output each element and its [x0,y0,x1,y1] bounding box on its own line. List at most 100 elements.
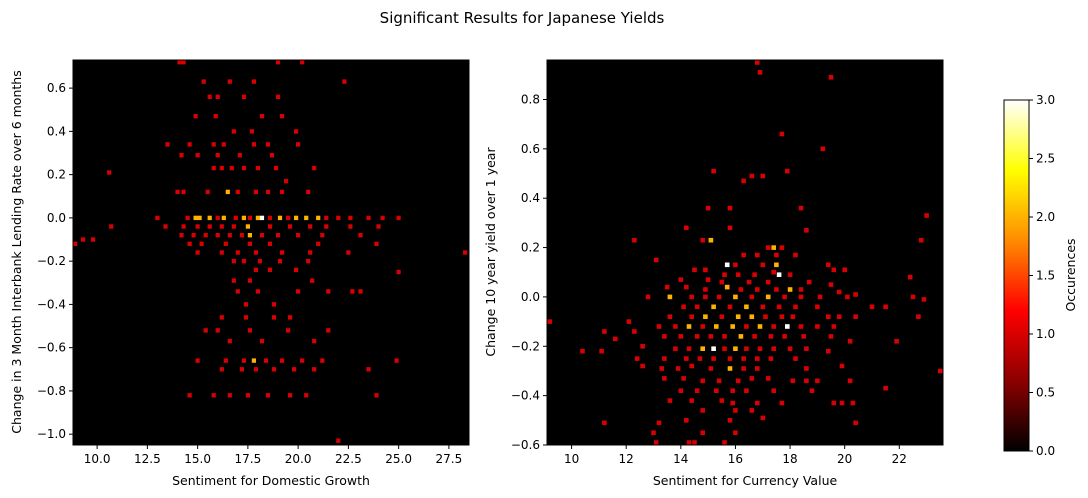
heatmap-cell [259,114,265,119]
heatmap-cell [265,189,271,195]
heatmap-cell [284,178,289,184]
heatmap-cell [312,165,317,171]
heatmap-cell [798,205,804,211]
heatmap-cell [253,189,258,195]
heatmap-cell [181,224,186,229]
heatmap-cell [193,215,198,221]
plot-area-right [547,60,943,445]
heatmap-cell [233,215,238,221]
heatmap-cell [280,189,285,195]
heatmap-cell [109,224,114,229]
heatmap-cell [207,215,212,221]
heatmap-cell [175,189,180,195]
x-tick-label: 22.5 [335,452,362,466]
x-ticks-left: 10.0 12.5 15.0 17.5 20.0 22.5 25.0 27.5 [84,445,462,466]
heatmap-cell [776,304,782,310]
heatmap-cell [779,314,785,319]
colorbar-tick-label: 0.5 [1036,386,1055,400]
heatmap-cell [694,334,700,339]
heatmap-cell [288,315,293,320]
heatmap-cell [396,269,401,275]
heatmap-cell [785,168,790,174]
heatmap-cell [462,250,468,255]
heatmap-cell [831,400,837,406]
heatmap-cell [831,324,837,329]
heatmap-cell [760,262,766,268]
y-tick-label: −0.6 [37,341,66,355]
heatmap-cell [741,252,746,258]
heatmap-cell [692,440,697,445]
cells-left [73,60,468,443]
heatmap-cell [346,250,351,255]
heatmap-cell [689,314,694,319]
heatmap-cell [247,328,252,333]
heatmap-cell [749,294,755,300]
heatmap-cell [806,279,812,285]
colorbar-tick-label: 2.0 [1036,210,1055,224]
heatmap-cell [722,440,727,445]
heatmap-cell [711,168,716,174]
heatmap-cell [653,257,659,263]
heatmap-cell [705,205,711,211]
heatmap-cell [787,346,793,351]
heatmap-cell [396,215,401,221]
heatmap-cell [744,304,749,310]
heatmap-cell [350,289,355,294]
heatmap-cell [253,250,258,255]
heatmap-cell [700,378,705,384]
heatmap-cell [193,114,198,119]
heatmap-cell [265,142,271,147]
heatmap-cell [259,339,265,344]
heatmap-cell [760,415,766,421]
heatmap-cell [247,215,252,221]
heatmap-cell [938,368,943,374]
y-tick-label: −1.0 [37,427,66,441]
heatmap-cell [267,215,273,221]
heatmap-cell [798,324,804,329]
heatmap-cell [757,70,763,75]
y-tick-label: 0.0 [47,211,66,225]
heatmap-cell [247,278,252,283]
heatmap-cell [215,215,220,221]
heatmap-cell [294,267,299,272]
heatmap-cell [733,346,738,351]
heatmap-cell [845,294,850,300]
heatmap-cell [599,348,604,354]
heatmap-cell [678,334,684,339]
heatmap-cell [776,272,782,277]
y-axis-label-left: Change in 3 Month Interbank Lending Rate… [9,70,24,433]
heatmap-cell [703,294,708,300]
heatmap-cell [708,366,714,371]
heatmap-cell [271,367,277,372]
heatmap-cell [179,233,184,238]
heatmap-cell [730,388,735,393]
heatmap-cell [664,284,670,290]
heatmap-cell [219,315,224,320]
heatmap-cell [306,259,311,264]
heatmap-cell [640,363,645,369]
heatmap-cell [187,142,192,147]
x-ticks-right: 10 12 14 16 18 20 22 [564,445,907,466]
heatmap-cell [263,358,269,363]
heatmap-cell [181,60,186,65]
x-tick-label: 25.0 [385,452,412,466]
heatmap-cell [684,284,689,290]
heatmap-cell [247,233,252,238]
heatmap-cell [716,378,722,384]
heatmap-cell [300,358,305,363]
heatmap-cell [921,297,927,302]
heatmap-cell [700,408,705,413]
heatmap-cell [749,376,755,381]
heatmap-cell [722,272,727,277]
heatmap-cell [828,75,834,80]
heatmap-cell [306,189,311,195]
heatmap-cell [667,314,673,319]
heatmap-cell [203,233,208,238]
heatmap-cell [850,400,856,406]
heatmap-cell [727,418,733,423]
heatmap-cell [91,237,96,242]
heatmap-cell [689,363,694,369]
heatmap-cell [700,346,705,351]
heatmap-cell [752,334,757,339]
heatmap-cell [804,378,809,384]
